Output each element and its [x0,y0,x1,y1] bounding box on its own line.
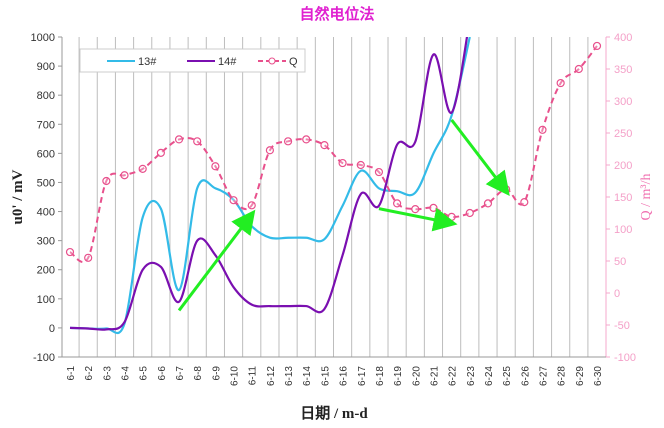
q-data-point [411,205,420,214]
q-data-point [120,171,129,180]
x-tick-label: 6-3 [102,366,113,381]
y-tick-label: -100 [33,352,55,364]
y-right-tick-label: -100 [614,352,636,364]
x-tick-label: 6-23 [466,366,477,386]
x-tick-label: 6-4 [121,366,132,381]
legend: 13# 14# Q [79,48,306,73]
chart-title: 自然电位法 [299,5,374,23]
x-tick-label: 6-9 [211,366,222,381]
q-data-point [229,196,238,205]
x-tick-label: 6-17 [357,366,368,386]
x-tick-label: 6-15 [320,366,331,386]
q-data-point [193,137,202,146]
x-tick-label: 6-10 [230,366,241,386]
y-tick-label: 100 [37,294,55,306]
trend-arrow [450,118,510,196]
legend-label: Q [289,56,298,68]
x-tick-label: 6-27 [538,366,549,386]
y-right-tick-label: 300 [614,96,632,108]
q-data-point [102,176,111,186]
x-tick-label: 6-26 [520,366,531,386]
q-data-point [592,41,602,51]
y-tick-label: 800 [37,90,55,102]
x-tick-label: 6-19 [393,366,404,386]
q-data-point [302,135,311,144]
x-tick-label: 6-21 [429,366,440,386]
x-tick-label: 6-14 [302,366,313,386]
q-data-point [211,162,220,171]
legend-label: 14# [218,56,237,68]
q-data-point [429,203,438,212]
q-data-point [538,125,547,134]
x-axis-label: 日期 / m-d [300,404,368,422]
q-data-point [520,198,529,207]
q-data-point [138,164,147,173]
y-tick-label: 0 [49,323,55,335]
x-tick-label: 6-5 [139,366,150,381]
x-tick-label: 6-7 [175,366,186,381]
q-data-point [247,201,256,210]
x-tick-label: 6-18 [375,366,386,386]
x-tick-label: 6-2 [84,366,95,381]
q-data-point [320,141,329,150]
q-data-point [374,167,384,177]
y-tick-label: 200 [37,265,55,277]
q-data-point [156,148,165,157]
x-tick-label: 6-11 [248,366,259,386]
series-line-14 [69,37,469,331]
y-tick-label: 900 [37,61,55,73]
trend-arrow [177,209,256,312]
x-tick-label: 6-25 [502,366,513,386]
y-tick-label: 400 [37,207,55,219]
y-axis-right-label: Q / m³/h [639,174,654,221]
series-line-13 [69,37,471,335]
q-data-point [447,212,456,221]
q-data-point [483,199,493,208]
x-tick-label: 6-24 [484,366,495,386]
q-data-point [265,146,274,155]
x-tick-label: 6-1 [66,366,77,381]
y-right-tick-label: 350 [614,64,632,76]
legend-label: 13# [138,56,157,68]
trend-arrow [378,207,458,232]
y-right-tick-label: 250 [614,128,632,140]
x-tick-label: 6-30 [593,366,604,386]
q-data-point [65,247,75,257]
y-right-tick-label: -50 [614,320,630,332]
q-data-point [356,160,365,170]
x-tick-label: 6-20 [411,366,422,386]
y-right-tick-label: 400 [614,32,632,44]
y-axis-label: u0' / mV [10,169,26,224]
x-tick-label: 6-16 [339,366,350,386]
x-tick-label: 6-29 [575,366,586,386]
y-right-tick-label: 0 [614,288,620,300]
q-data-point [393,199,402,208]
y-tick-label: 700 [37,119,55,131]
y-tick-label: 1000 [31,32,55,44]
y-tick-label: 600 [37,148,55,160]
y-tick-label: 500 [37,177,55,189]
q-data-point [84,253,93,262]
legend-marker [268,57,276,65]
y-right-tick-label: 150 [614,192,632,204]
q-data-point [174,135,184,144]
x-tick-label: 6-8 [193,366,204,381]
x-tick-label: 6-13 [284,366,295,386]
q-data-point [338,158,347,168]
y-right-tick-label: 50 [614,256,626,268]
q-data-point [556,78,565,88]
x-tick-label: 6-28 [557,366,568,386]
x-tick-label: 6-22 [448,366,459,386]
q-data-point [574,64,583,74]
x-tick-label: 6-12 [266,366,277,386]
y-right-tick-label: 100 [614,224,632,236]
y-tick-label: 300 [37,236,55,248]
x-tick-label: 6-6 [157,366,168,381]
q-data-point [465,208,474,218]
q-data-point [283,137,293,146]
y-right-tick-label: 200 [614,160,632,172]
